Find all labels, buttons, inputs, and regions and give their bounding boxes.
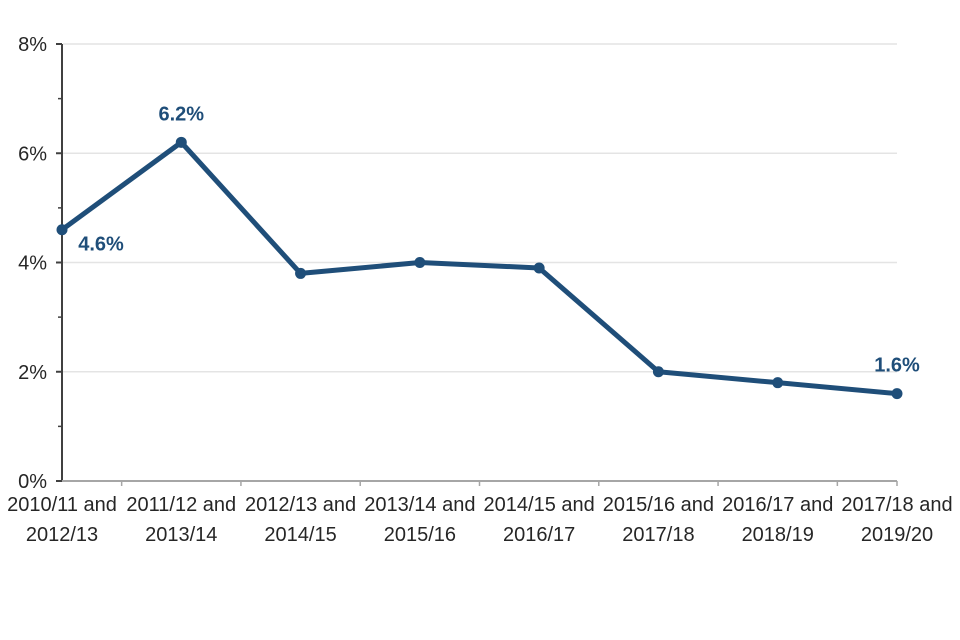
y-tick-label: 8%: [18, 34, 47, 56]
y-tick-label: 2%: [18, 362, 47, 384]
x-category-label: 2011/12 and 2013/14: [126, 494, 236, 546]
y-tick-label: 0%: [18, 471, 47, 493]
data-point: [56, 224, 68, 236]
data-line: [59, 139, 900, 397]
data-point: [295, 267, 307, 279]
data-point: [533, 262, 545, 274]
y-tick-label: 4%: [18, 253, 47, 275]
x-category-label: 2014/15 and 2016/17: [484, 494, 595, 546]
y-tick-label: 6%: [18, 143, 47, 165]
x-category-label: 2016/17 and 2018/19: [722, 494, 833, 546]
data-point: [891, 388, 903, 400]
data-label: 1.6%: [874, 355, 920, 377]
data-point: [175, 136, 187, 148]
x-category-label: 2017/18 and 2019/20: [841, 494, 952, 546]
data-point: [652, 366, 664, 378]
data-point: [772, 377, 784, 389]
x-category-label: 2015/16 and 2017/18: [603, 494, 714, 546]
x-category-label: 2013/14 and 2015/16: [364, 494, 475, 546]
x-category-label: 2010/11 and 2012/13: [7, 494, 117, 546]
x-category-label: 2012/13 and 2014/15: [245, 494, 356, 546]
data-point: [414, 257, 426, 268]
data-label: 6.2%: [158, 103, 204, 125]
data-label: 4.6%: [78, 234, 124, 256]
